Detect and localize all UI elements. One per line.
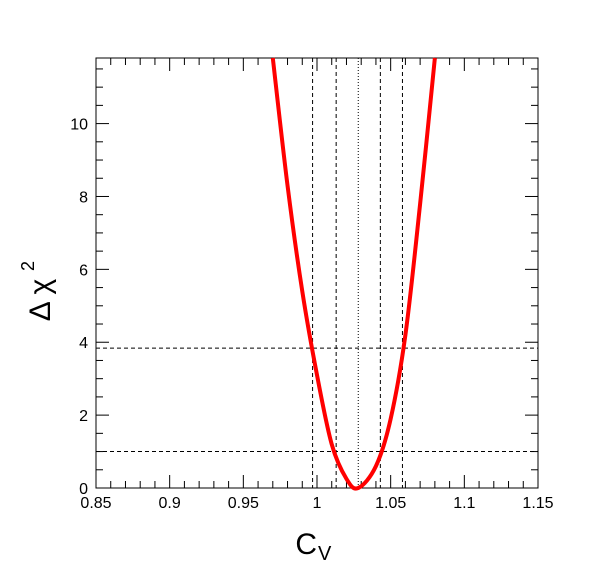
x-tick-label: 0.95	[228, 495, 259, 512]
y-axis-title: Δ χ	[24, 279, 57, 322]
y-tick-label: 2	[79, 408, 88, 425]
plot-frame	[95, 57, 539, 489]
y-tick-label: 6	[79, 262, 88, 279]
x-tick-label: 0.9	[159, 495, 181, 512]
y-tick-label: 4	[79, 335, 88, 352]
axis-ticks	[95, 58, 539, 489]
x-tick-label: 1	[313, 495, 322, 512]
curve-layer	[270, 57, 437, 491]
chi2-curve	[270, 57, 437, 491]
x-tick-label: 0.85	[80, 495, 111, 512]
y-tick-label: 0	[79, 481, 88, 498]
x-axis-title-subscript: V	[318, 543, 332, 565]
y-tick-label: 10	[70, 117, 88, 134]
y-axis-title-superscript: 2	[18, 261, 38, 271]
y-tick-label: 8	[79, 189, 88, 206]
x-axis-title-main: C	[295, 528, 317, 561]
x-axis-title: C	[295, 528, 317, 561]
x-tick-label: 1.15	[522, 495, 553, 512]
x-tick-label: 1.05	[375, 495, 406, 512]
tick-labels: 0.85 0.9 0.95 1 1.05 1.1 1.15 0 2 4 6 8 10	[70, 117, 553, 512]
reference-lines	[96, 58, 538, 488]
x-tick-label: 1.1	[453, 495, 475, 512]
